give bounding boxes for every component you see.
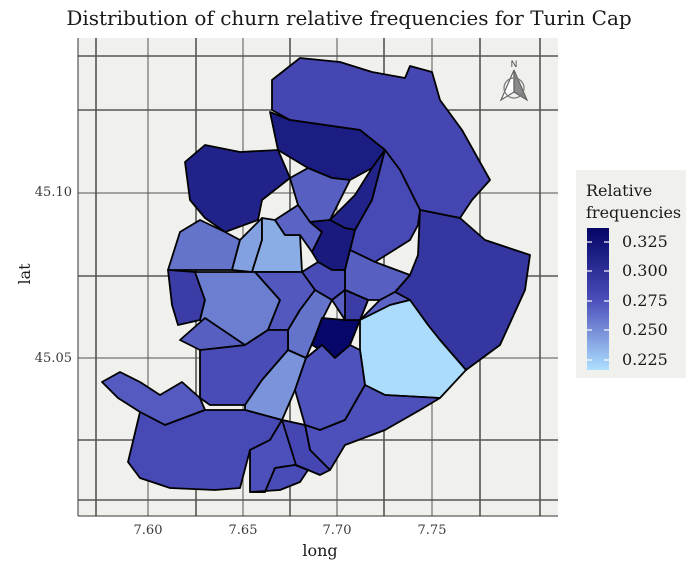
x-tick-label: 7.75	[418, 523, 447, 538]
x-tick-label: 7.70	[323, 523, 352, 538]
legend-label: 0.300	[622, 261, 668, 280]
legend: Relative frequencies 0.325 0.300 0.275 0…	[576, 170, 686, 378]
y-tick-label: 45.05	[35, 351, 72, 366]
legend-label: 0.250	[622, 320, 668, 339]
district-south-west-b	[179, 317, 246, 351]
north-arrow: N	[499, 59, 529, 102]
legend-ticks	[587, 241, 609, 361]
axes: 7.60 7.65 7.70 7.75 45.10 45.05 long lat	[15, 38, 558, 560]
legend-colorbar	[587, 228, 609, 370]
y-tick-label: 45.10	[35, 185, 72, 200]
district-layer	[101, 57, 531, 493]
district-north-dark	[269, 111, 386, 181]
district-north-east-inner	[349, 149, 421, 263]
north-arrow-label: N	[511, 59, 518, 69]
legend-title-line2: frequencies	[586, 203, 681, 222]
x-tick-label: 7.65	[229, 523, 258, 538]
x-axis-title: long	[302, 541, 337, 560]
legend-label: 0.325	[622, 232, 668, 251]
district-south-east	[304, 384, 441, 471]
legend-label: 0.225	[622, 350, 668, 369]
chart-title: Distribution of churn relative frequenci…	[66, 6, 632, 30]
district-north-west-dark	[184, 144, 291, 233]
legend-label: 0.275	[622, 291, 668, 310]
north-arrow-ring	[503, 77, 525, 99]
x-tick-label: 7.60	[134, 523, 163, 538]
district-south-bottom-c	[249, 464, 309, 493]
legend-title-line1: Relative	[586, 181, 652, 200]
y-axis-title: lat	[15, 263, 34, 285]
district-south-central-light	[244, 349, 307, 421]
